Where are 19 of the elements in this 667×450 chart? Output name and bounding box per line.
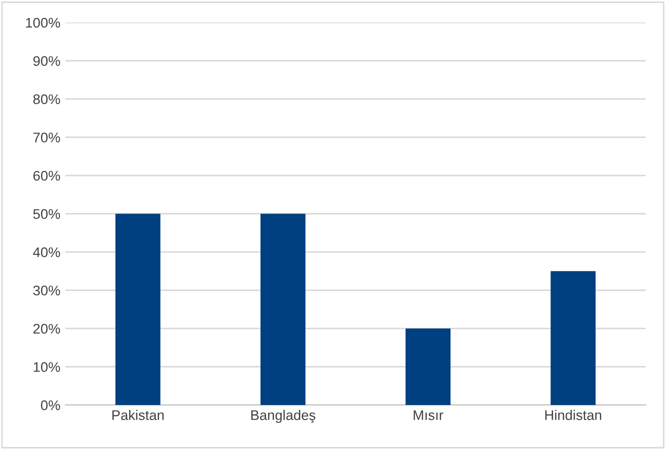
y-tick-label: 60% bbox=[33, 170, 60, 181]
y-tick-label: 40% bbox=[33, 247, 60, 258]
x-tick-label: Bangladeş bbox=[251, 410, 316, 423]
y-tick-label: 100% bbox=[26, 18, 60, 28]
y-tick-label: 20% bbox=[33, 324, 60, 334]
x-tick-label: Hindistan bbox=[545, 410, 602, 420]
x-tick-label: Pakistan bbox=[112, 410, 164, 420]
y-tick-label: 90% bbox=[33, 56, 60, 66]
y-tick-label: 10% bbox=[34, 362, 60, 372]
y-tick-label: 30% bbox=[33, 286, 60, 296]
x-tick-label: Mısır bbox=[414, 410, 444, 420]
y-tick-label: 0% bbox=[40, 400, 60, 410]
bar bbox=[550, 271, 596, 405]
y-tick-label: 70% bbox=[33, 132, 60, 142]
bar bbox=[406, 328, 451, 405]
bar bbox=[260, 214, 306, 405]
y-tick-label: 80% bbox=[33, 94, 60, 104]
bar bbox=[115, 214, 160, 405]
y-tick-label: 50% bbox=[33, 209, 60, 219]
